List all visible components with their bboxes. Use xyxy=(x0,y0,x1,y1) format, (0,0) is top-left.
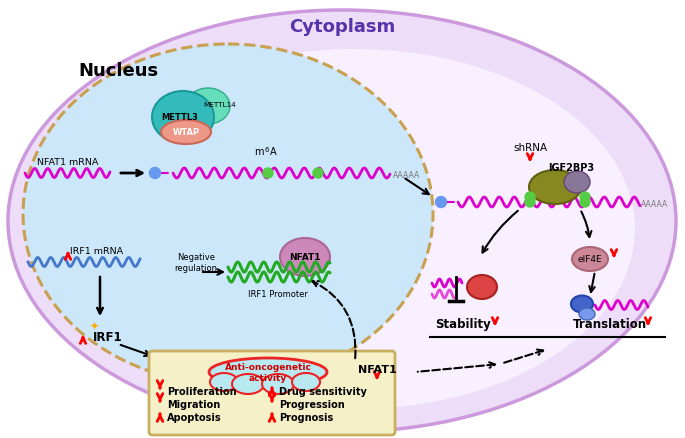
Circle shape xyxy=(313,169,323,179)
Ellipse shape xyxy=(529,171,581,205)
Ellipse shape xyxy=(572,247,608,272)
Text: Prognosis: Prognosis xyxy=(279,412,333,422)
Text: NFAT1: NFAT1 xyxy=(289,253,321,262)
Text: IRF1 mRNA: IRF1 mRNA xyxy=(71,247,123,256)
Ellipse shape xyxy=(161,121,211,145)
Ellipse shape xyxy=(571,296,593,313)
Text: Progression: Progression xyxy=(279,399,345,409)
Text: Cytoplasm: Cytoplasm xyxy=(289,18,395,36)
Text: Proliferation: Proliferation xyxy=(167,386,236,396)
Circle shape xyxy=(580,193,590,202)
Circle shape xyxy=(525,193,535,202)
Text: A: A xyxy=(270,147,277,157)
Ellipse shape xyxy=(75,50,635,409)
Text: WTAP: WTAP xyxy=(173,128,199,137)
Text: Translation: Translation xyxy=(573,317,647,330)
Ellipse shape xyxy=(280,238,330,276)
Text: m: m xyxy=(255,147,264,157)
Text: Migration: Migration xyxy=(167,399,221,409)
Text: Nucleus: Nucleus xyxy=(78,62,158,80)
Text: shRNA: shRNA xyxy=(513,143,547,153)
Ellipse shape xyxy=(292,373,320,391)
Text: Stability: Stability xyxy=(435,317,491,330)
Text: AAAAA: AAAAA xyxy=(393,171,421,180)
Circle shape xyxy=(263,169,273,179)
Ellipse shape xyxy=(186,89,230,125)
Text: AAAAA: AAAAA xyxy=(641,200,669,208)
Ellipse shape xyxy=(467,276,497,299)
Circle shape xyxy=(525,198,535,208)
Ellipse shape xyxy=(209,358,327,386)
Text: IGF2BP3: IGF2BP3 xyxy=(548,162,594,173)
Circle shape xyxy=(580,198,590,208)
Text: Anti-oncogenetic
activity: Anti-oncogenetic activity xyxy=(225,363,312,382)
Text: NFAT1 mRNA: NFAT1 mRNA xyxy=(37,158,99,167)
Ellipse shape xyxy=(579,308,595,320)
Text: METTL3: METTL3 xyxy=(162,113,199,122)
Text: IRF1: IRF1 xyxy=(93,331,123,344)
Ellipse shape xyxy=(8,11,676,432)
Text: Drug sensitivity: Drug sensitivity xyxy=(279,386,367,396)
Circle shape xyxy=(436,197,447,208)
Ellipse shape xyxy=(23,45,433,384)
Ellipse shape xyxy=(210,373,238,391)
Ellipse shape xyxy=(232,374,264,394)
Text: 6: 6 xyxy=(265,147,269,153)
Ellipse shape xyxy=(152,92,214,144)
Text: METTL14: METTL14 xyxy=(203,102,236,108)
Text: IRF1 Promoter: IRF1 Promoter xyxy=(248,290,308,298)
Text: NFAT1: NFAT1 xyxy=(358,364,397,374)
Ellipse shape xyxy=(262,374,294,394)
FancyBboxPatch shape xyxy=(149,351,395,435)
Text: Negative
regulation: Negative regulation xyxy=(175,253,218,272)
Circle shape xyxy=(149,168,160,179)
Text: eIF4E: eIF4E xyxy=(577,255,602,264)
Text: ✦: ✦ xyxy=(90,321,99,331)
Text: Apoptosis: Apoptosis xyxy=(167,412,222,422)
Ellipse shape xyxy=(564,172,590,194)
